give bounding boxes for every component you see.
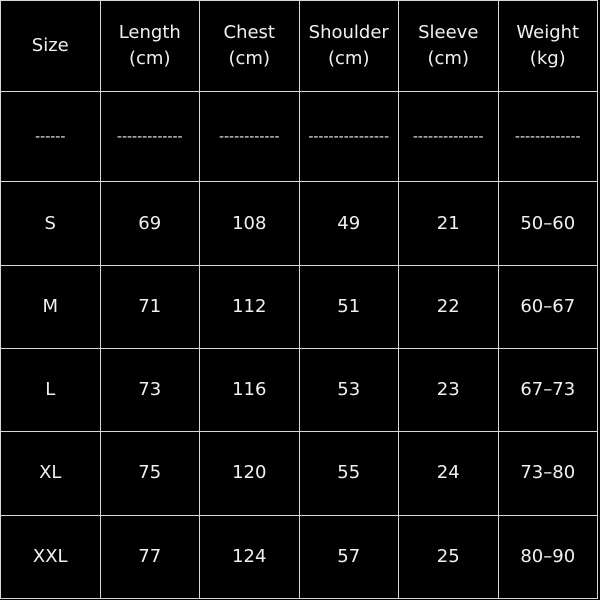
table-cell: 108 <box>199 181 300 266</box>
header-name: Weight <box>516 22 580 43</box>
header-row: Size Length (cm) Chest (cm) Shoulder (cm) Sleev… <box>0 0 598 92</box>
header-cell: Size <box>0 0 101 92</box>
table-cell: 120 <box>199 431 300 516</box>
table-row: ------ ------------- ------------ ---------… <box>0 90 598 183</box>
table-cell: 67–73 <box>497 347 598 433</box>
table-cell: 75 <box>99 431 200 516</box>
header-unit: (cm) <box>427 48 469 69</box>
header-unit: (cm) <box>129 48 171 69</box>
table-cell: XXL <box>0 514 101 600</box>
table-cell: 51 <box>298 264 399 350</box>
table-cell: ------ <box>0 90 101 183</box>
table-cell: ------------- <box>99 90 200 183</box>
table-row: L 73 116 53 23 67–73 <box>0 347 598 433</box>
table-cell: -------------- <box>398 90 499 183</box>
header-name: Sleeve <box>418 22 479 43</box>
table-cell: 80–90 <box>497 514 598 600</box>
table-cell: ---------------- <box>298 90 399 183</box>
table-body: ------ ------------- ------------ ---------… <box>0 90 598 600</box>
header-name: Size <box>31 35 69 56</box>
header-name: Shoulder <box>308 22 389 43</box>
table-cell: 112 <box>199 264 300 350</box>
table-row: S 69 108 49 21 50–60 <box>0 181 598 266</box>
table-cell: 69 <box>99 181 200 266</box>
header-cell: Length (cm) <box>99 0 200 92</box>
table-cell: 57 <box>298 514 399 600</box>
header-name: Chest <box>223 22 276 43</box>
header-unit: (cm) <box>228 48 270 69</box>
table-row: XXL 77 124 57 25 80–90 <box>0 514 598 600</box>
table-cell: 49 <box>298 181 399 266</box>
table-cell: XL <box>0 431 101 516</box>
header-cell: Sleeve (cm) <box>398 0 499 92</box>
header-unit: (kg) <box>529 48 566 69</box>
table-cell: 22 <box>398 264 499 350</box>
header-cell: Chest (cm) <box>199 0 300 92</box>
header-cell: Weight (kg) <box>497 0 598 92</box>
table-cell: 73–80 <box>497 431 598 516</box>
table-cell: 24 <box>398 431 499 516</box>
table-cell: S <box>0 181 101 266</box>
table-cell: 25 <box>398 514 499 600</box>
table-cell: 73 <box>99 347 200 433</box>
table-row: M 71 112 51 22 60–67 <box>0 264 598 350</box>
table-cell: 23 <box>398 347 499 433</box>
header-cell: Shoulder (cm) <box>298 0 399 92</box>
table-cell: 53 <box>298 347 399 433</box>
table-cell: ------------ <box>199 90 300 183</box>
table-cell: 60–67 <box>497 264 598 350</box>
table-cell: 77 <box>99 514 200 600</box>
table-cell: 50–60 <box>497 181 598 266</box>
table-cell: ------------- <box>497 90 598 183</box>
table-cell: 21 <box>398 181 499 266</box>
table-cell: 71 <box>99 264 200 350</box>
header-name: Length <box>118 22 181 43</box>
table-cell: L <box>0 347 101 433</box>
header-unit: (cm) <box>328 48 370 69</box>
table-row: XL 75 120 55 24 73–80 <box>0 431 598 516</box>
table-cell: 124 <box>199 514 300 600</box>
table-cell: 116 <box>199 347 300 433</box>
table-cell: 55 <box>298 431 399 516</box>
table-cell: M <box>0 264 101 350</box>
